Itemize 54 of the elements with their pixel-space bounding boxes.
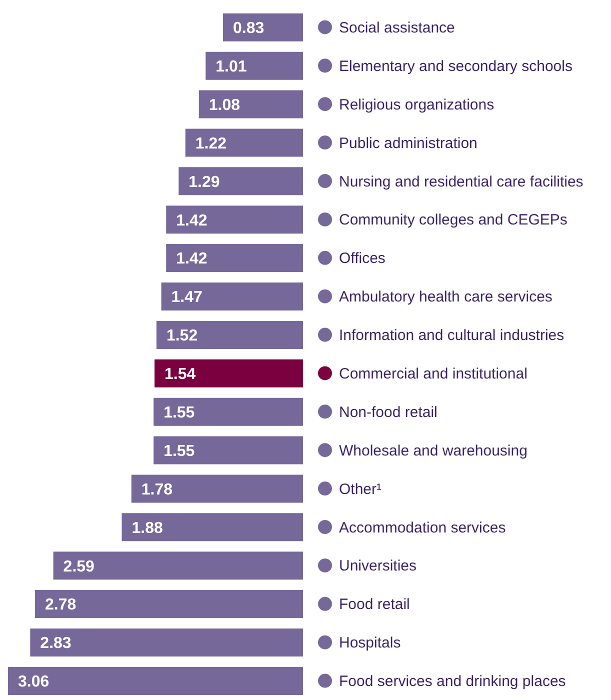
y-tick-label: Commercial and institutional — [339, 365, 528, 382]
bar — [185, 128, 303, 157]
y-tick-label: Food services and drinking places — [339, 673, 566, 690]
y-tick-label: Non-food retail — [339, 404, 438, 421]
bar — [122, 513, 303, 542]
y-tick-label: Elementary and secondary schools — [339, 58, 572, 75]
data-label: 1.78 — [141, 481, 173, 498]
data-label: 1.52 — [166, 328, 198, 345]
data-label: 1.54 — [164, 366, 196, 384]
data-label: 1.22 — [195, 135, 227, 152]
bar — [30, 628, 303, 656]
bar — [166, 244, 303, 272]
y-tick-label: Social assistance — [339, 19, 455, 36]
bar — [154, 436, 303, 464]
data-label: 2.83 — [40, 635, 72, 652]
y-tick-label: Ambulatory health care services — [339, 288, 552, 306]
bar — [154, 398, 303, 426]
bar — [154, 359, 303, 388]
bar — [8, 666, 303, 695]
y-tick-label: Offices — [339, 250, 386, 268]
data-label: 1.55 — [164, 442, 195, 460]
data-label: 1.42 — [176, 212, 208, 230]
y-tick-label: Community colleges and CEGEPs — [339, 212, 568, 229]
data-label: 1.47 — [171, 289, 203, 306]
y-tick-label: Other¹ — [339, 480, 382, 498]
data-label: 3.06 — [18, 674, 50, 691]
data-label: 0.83 — [232, 20, 264, 38]
y-tick-label: Food retail — [339, 596, 410, 614]
y-tick-label: Wholesale and warehousing — [339, 442, 528, 460]
y-tick-label: Information and cultural industries — [339, 327, 564, 344]
data-label: 1.88 — [132, 520, 163, 537]
y-tick-label: Nursing and residential care facilities — [339, 173, 584, 190]
y-tick-label: Religious organizations — [339, 96, 494, 114]
bar — [198, 90, 303, 118]
bar — [131, 474, 303, 503]
y-tick-label: Public administration — [339, 134, 478, 152]
bar — [53, 552, 303, 580]
data-label: 1.08 — [208, 96, 240, 114]
data-label: 2.59 — [63, 558, 95, 576]
data-label: 1.01 — [216, 58, 247, 76]
y-tick-label: Universities — [339, 558, 417, 575]
bar — [161, 282, 303, 310]
bar — [206, 52, 303, 80]
bar — [156, 320, 303, 349]
bar — [166, 206, 303, 234]
bar — [222, 13, 303, 42]
bar — [34, 590, 303, 618]
data-label: 1.29 — [188, 174, 220, 191]
y-tick-label: Accommodation services — [339, 519, 506, 536]
data-label: 2.78 — [44, 596, 76, 614]
data-label: 1.55 — [164, 404, 195, 422]
y-tick-label: Hospitals — [339, 634, 401, 652]
bar — [178, 167, 303, 196]
data-label: 1.42 — [176, 250, 208, 268]
